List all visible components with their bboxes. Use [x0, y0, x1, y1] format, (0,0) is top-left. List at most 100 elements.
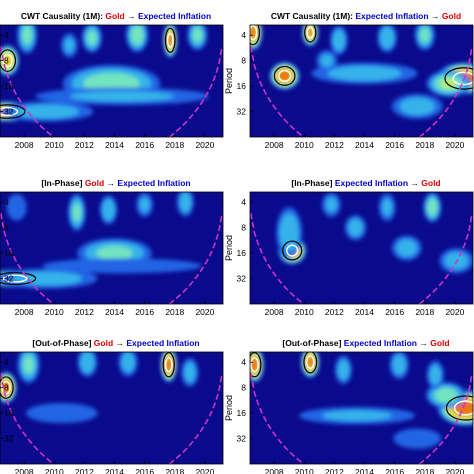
power-blob-4 — [0, 268, 98, 289]
x-tick-label: 2018 — [415, 467, 434, 474]
title-segment: [Out-of-Phase] — [32, 338, 93, 348]
significance-contour — [445, 395, 473, 421]
x-tick-label: 2016 — [385, 467, 404, 474]
x-tick-label: 2010 — [45, 467, 64, 474]
power-blob-9 — [426, 360, 444, 390]
axes-frame — [249, 24, 474, 138]
title-segment: → — [125, 11, 138, 21]
power-contour — [64, 38, 75, 53]
x-tick-label: 2020 — [445, 140, 464, 150]
y-tick-label: 16 — [4, 248, 14, 258]
cone-of-influence — [250, 213, 473, 304]
title-segment: Expected Inflation — [117, 178, 190, 188]
cone-of-influence — [0, 46, 223, 137]
x-tick-label: 2020 — [195, 140, 214, 150]
power-contour — [87, 30, 97, 46]
heatmap-area — [250, 192, 473, 304]
title-segment: [In-Phase] — [41, 178, 84, 188]
peak-contour — [278, 69, 292, 82]
power-blob-3 — [17, 352, 40, 384]
significance-contour — [282, 240, 303, 261]
power-blob-6 — [25, 403, 98, 424]
title-segment: CWT Causality (1M): — [271, 11, 356, 21]
x-tick-label: 2018 — [415, 140, 434, 150]
title-segment: [Out-of-Phase] — [282, 338, 343, 348]
significance-contour — [0, 104, 26, 119]
power-contour — [179, 192, 192, 213]
y-tick-label: 4 — [4, 30, 9, 40]
power-blob-6 — [99, 195, 118, 225]
x-tick-label: 2016 — [385, 140, 404, 150]
heatmap-area — [0, 352, 223, 464]
y-tick-label: 32 — [4, 274, 14, 284]
heatmap-area — [0, 25, 223, 137]
significance-contour — [0, 376, 14, 399]
y-tick-label: 4 — [241, 197, 246, 207]
chart-panel-3: 2008 2010 2012 2014 2016 2018 2020 4 8 16 32 [In-Ph… — [0, 178, 224, 317]
power-contour — [392, 354, 406, 375]
x-tick-label: 2008 — [15, 307, 34, 317]
significance-contour — [162, 352, 175, 378]
power-blob-7 — [17, 25, 37, 54]
x-tick-label: 2010 — [295, 140, 314, 150]
title-segment: → — [113, 338, 126, 348]
y-tick-label: 32 — [237, 107, 247, 117]
title-segment: Expected Inflation — [126, 338, 199, 348]
power-contour — [22, 26, 32, 45]
title-segment: Gold — [85, 178, 104, 188]
y-tick-label: 4 — [241, 357, 246, 367]
x-tick-label: 2014 — [355, 140, 374, 150]
y-tick-label: 4 — [241, 30, 246, 40]
power-blob-2 — [35, 87, 209, 105]
power-blob-9 — [377, 25, 397, 53]
x-tick-label: 2016 — [135, 307, 154, 317]
power-blob-4 — [77, 352, 98, 377]
y-tick-label: 8 — [241, 383, 246, 393]
power-contour — [130, 25, 144, 45]
chart-panel-2: 2008 2010 2012 2014 2016 2018 2020 4 8 16 32 Period… — [224, 11, 474, 150]
y-tick-label: 32 — [4, 107, 14, 117]
power-blob-9 — [6, 193, 27, 221]
x-tick-label: 2018 — [165, 307, 184, 317]
title-segment: Gold — [442, 11, 461, 21]
power-blob-5 — [118, 352, 138, 377]
y-axis-label: Period — [224, 395, 234, 421]
power-blob-6 — [393, 428, 442, 449]
x-tick-label: 2012 — [75, 140, 94, 150]
power-blob-10 — [187, 25, 208, 50]
x-tick-label: 2020 — [445, 307, 464, 317]
x-tick-label: 2018 — [165, 140, 184, 150]
power-blob-7 — [334, 355, 352, 385]
title-segment: Expected Inflation — [355, 11, 428, 21]
power-blob-5 — [423, 192, 442, 223]
power-contour — [429, 364, 442, 385]
peak-contour — [250, 357, 259, 373]
power-contour — [121, 352, 135, 373]
peak-contour — [166, 32, 174, 48]
power-blob-11 — [61, 33, 78, 58]
x-tick-label: 2012 — [75, 307, 94, 317]
cone-of-influence — [250, 373, 473, 464]
x-tick-label: 2014 — [105, 140, 124, 150]
x-tick-label: 2008 — [265, 307, 284, 317]
chart-title: CWT Causality (1M): Gold → Expected Infl… — [21, 11, 211, 21]
power-blob-7 — [378, 193, 396, 222]
power-blob-8 — [82, 25, 102, 53]
title-segment: → — [408, 178, 421, 188]
title-segment: Gold — [94, 338, 113, 348]
chart-panel-1: 2008 2010 2012 2014 2016 2018 2020 4 8 16 32 CWT Ca… — [0, 11, 224, 150]
power-contour — [348, 218, 363, 237]
power-contour — [183, 362, 196, 383]
power-contour — [322, 410, 392, 421]
y-tick-label: 8 — [241, 56, 246, 66]
chart-title: [In-Phase] Gold → Expected Inflation — [41, 178, 190, 188]
heatmap-area — [0, 192, 223, 304]
power-contour — [306, 356, 314, 369]
power-contour — [167, 33, 173, 47]
significance-contour — [303, 352, 318, 374]
x-tick-label: 2010 — [295, 307, 314, 317]
significance-contour — [164, 27, 176, 53]
power-contour — [434, 387, 458, 403]
power-blob-2 — [276, 207, 303, 259]
power-contour — [320, 54, 334, 67]
